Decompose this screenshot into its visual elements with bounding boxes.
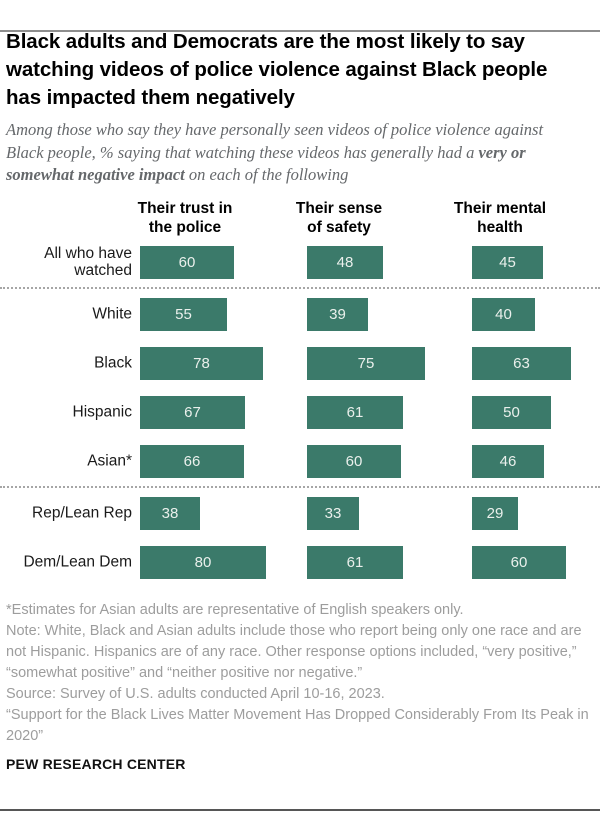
bar-value: 60	[510, 553, 528, 571]
bar-value: 75	[357, 354, 375, 372]
column-header-line: of safety	[307, 218, 371, 236]
bar: 61	[307, 395, 403, 429]
footnote-report-title: “Support for the Black Lives Matter Move…	[6, 706, 589, 744]
bottom-divider	[0, 809, 600, 811]
bar: 78	[140, 346, 263, 380]
bar: 50	[472, 395, 551, 429]
bar: 75	[307, 346, 425, 380]
bar: 29	[472, 496, 518, 530]
bar: 60	[307, 444, 401, 478]
grouped-bar-chart: Their trust in the police Their sense of s…	[0, 199, 600, 579]
bar: 46	[472, 444, 544, 478]
row-label: Hispanic	[72, 403, 132, 421]
bar: 60	[140, 245, 234, 279]
chart-row: Asian* 66 60 46	[0, 444, 600, 478]
row-label: Asian*	[87, 452, 132, 470]
column-header-line: the police	[148, 218, 222, 236]
chart-title: Black adults and Democrats are the most …	[6, 30, 548, 109]
row-label: White	[92, 305, 132, 323]
bar-value: 66	[183, 452, 201, 470]
subtitle-text-suffix: on each of the following	[184, 165, 349, 184]
bar-value: 60	[345, 452, 363, 470]
row-label: Black	[94, 354, 132, 372]
chart-section: Rep/Lean Rep 38 33 29 Dem/Lean Dem 80 61 60	[0, 496, 600, 579]
bar-value: 67	[184, 403, 201, 421]
column-header-line: health	[477, 218, 523, 236]
top-divider	[0, 30, 600, 32]
chart-section: White 55 39 40 Black 78 75 63 Hispanic 67 61 50 Asia…	[0, 297, 600, 478]
footnote-source: Source: Survey of U.S. adults conducted …	[6, 685, 385, 702]
chart-section: All who have watched 60 48 45	[0, 245, 600, 279]
column-header-safety: Their sense of safety	[287, 199, 391, 237]
column-headers: Their trust in the police Their sense of s…	[0, 199, 600, 237]
row-label: Dem/Lean Dem	[23, 553, 132, 571]
column-header-line: Their trust in	[137, 199, 233, 217]
footnote-asterisk: *Estimates for Asian adults are represen…	[6, 601, 464, 618]
column-header-trust: Their trust in the police	[133, 199, 237, 237]
bar-value: 80	[194, 553, 212, 571]
bar-value: 39	[329, 305, 346, 323]
footnote-note: Note: White, Black and Asian adults incl…	[6, 622, 582, 681]
bar-value: 38	[161, 504, 179, 522]
bar: 39	[307, 297, 368, 331]
row-label: Rep/Lean Rep	[32, 504, 132, 522]
bar-value: 40	[495, 305, 512, 323]
bar: 45	[472, 245, 543, 279]
bar: 48	[307, 245, 383, 279]
bar-value: 50	[503, 403, 520, 421]
bar-value: 45	[499, 253, 516, 271]
chart-row: White 55 39 40	[0, 297, 600, 331]
bar-value: 48	[336, 253, 354, 271]
bar: 55	[140, 297, 227, 331]
chart-row: All who have watched 60 48 45	[0, 245, 600, 279]
bar-value: 33	[324, 504, 342, 522]
chart-row: Black 78 75 63	[0, 346, 600, 380]
bar: 40	[472, 297, 535, 331]
bar: 67	[140, 395, 245, 429]
chart-row: Rep/Lean Rep 38 33 29	[0, 496, 600, 530]
bar: 66	[140, 444, 244, 478]
column-header-mental-health: Their mental health	[448, 199, 552, 237]
bar: 80	[140, 545, 266, 579]
bar-value: 29	[486, 504, 504, 522]
chart-card: Black adults and Democrats are the most …	[0, 28, 600, 772]
bar-value: 61	[346, 553, 364, 571]
bar: 60	[472, 545, 566, 579]
chart-rows: All who have watched 60 48 45 White 55 39 40 Bla…	[0, 245, 600, 579]
bar-value: 63	[513, 354, 530, 372]
bar: 33	[307, 496, 359, 530]
chart-subtitle: Among those who say they have personally…	[6, 119, 551, 187]
subtitle-text: Among those who say they have personally…	[6, 120, 544, 162]
bar: 63	[472, 346, 571, 380]
bar-value: 78	[193, 354, 210, 372]
bar-value: 60	[178, 253, 196, 271]
dotted-divider	[0, 286, 600, 289]
row-label: All who have watched	[44, 245, 132, 279]
column-header-line: Their sense	[295, 199, 383, 217]
dotted-divider	[0, 485, 600, 488]
bar: 61	[307, 545, 403, 579]
chart-row: Hispanic 67 61 50	[0, 395, 600, 429]
chart-row: Dem/Lean Dem 80 61 60	[0, 545, 600, 579]
subtitle-bold-text: very or somewhat negative impact	[6, 142, 526, 185]
bar-value: 46	[499, 452, 517, 470]
brand-footer: PEW RESEARCH CENTER	[6, 755, 186, 772]
bar-value: 61	[346, 403, 364, 421]
bar: 38	[140, 496, 200, 530]
column-header-line: Their mental	[453, 199, 547, 217]
bar-value: 55	[175, 305, 192, 323]
footnotes: *Estimates for Asian adults are represen…	[6, 600, 592, 747]
